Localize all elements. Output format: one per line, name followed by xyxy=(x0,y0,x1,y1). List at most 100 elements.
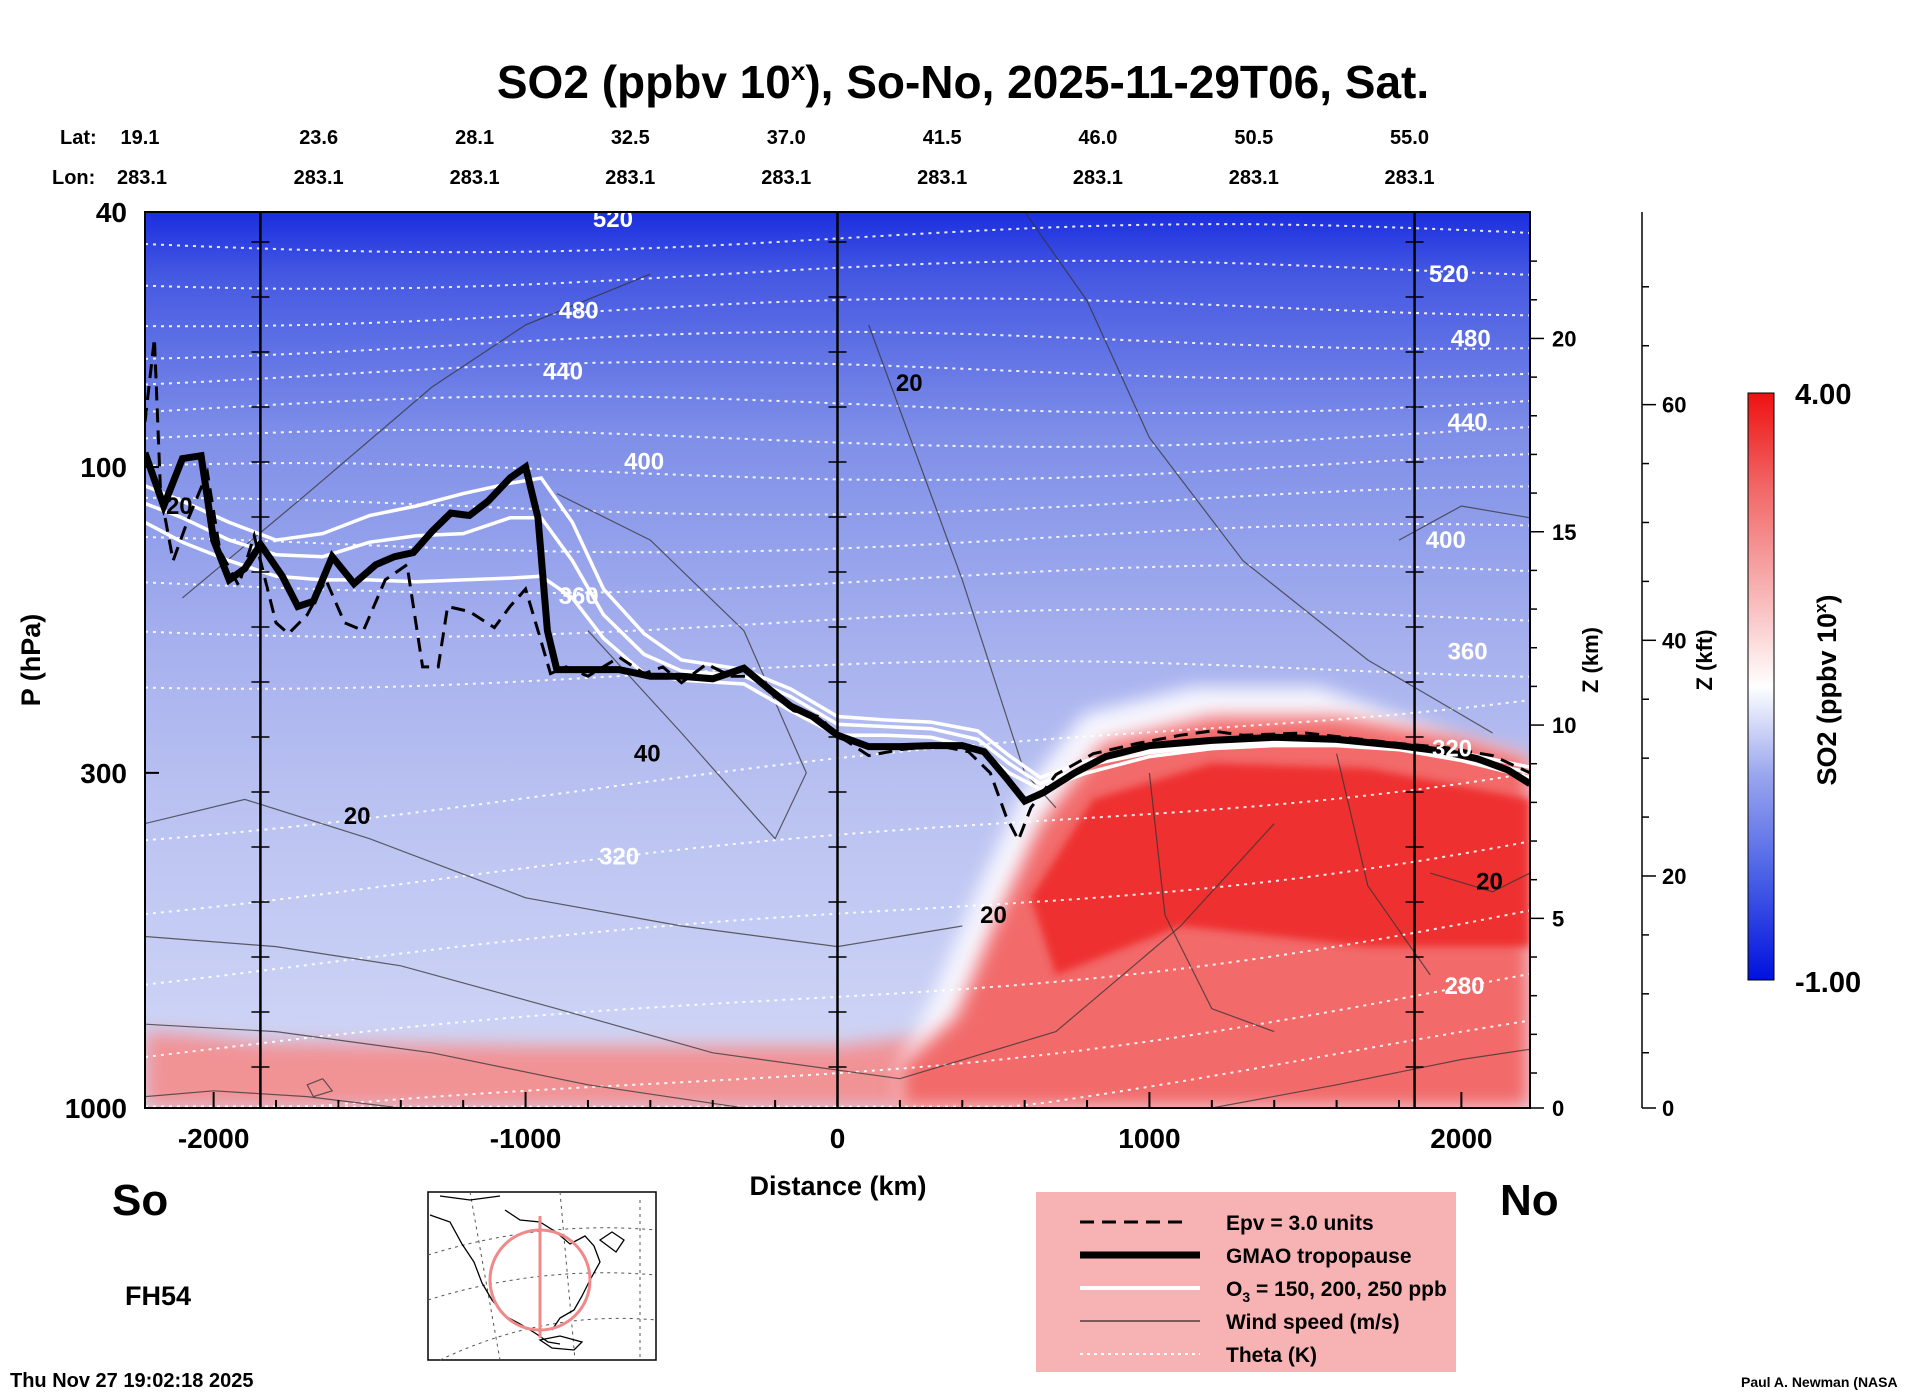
legend-label-epv: Epv = 3.0 units xyxy=(1226,1212,1374,1235)
wind-contour-line xyxy=(1024,212,1493,734)
legend-label-ozone: O3 = 150, 200, 250 ppb xyxy=(1226,1278,1447,1305)
legend-label-theta: Theta (K) xyxy=(1226,1344,1317,1367)
x-tick-label: 0 xyxy=(830,1123,846,1154)
wind-contour-line xyxy=(182,273,651,599)
theta-contour-line xyxy=(145,297,1530,328)
theta-label: 480 xyxy=(1451,325,1491,352)
wind-contour-line xyxy=(145,823,1275,1080)
z-km-tick-label: 10 xyxy=(1552,713,1576,738)
theta-label: 360 xyxy=(559,583,599,610)
lat-value: 37.0 xyxy=(767,127,806,149)
colorbar-min-label: -1.00 xyxy=(1795,967,1861,999)
lon-value: 283.1 xyxy=(1073,167,1123,189)
inset-map xyxy=(427,1191,657,1361)
theta-label: 320 xyxy=(1432,736,1472,763)
lon-value: 283.1 xyxy=(450,167,500,189)
theta-contour-line xyxy=(145,563,1530,595)
wind-label: 20 xyxy=(344,803,371,830)
lat-value: 50.5 xyxy=(1234,127,1273,149)
reference-vertical-lines xyxy=(251,212,1424,1108)
z-km-tick-label: 0 xyxy=(1552,1096,1564,1121)
z-kft-tick-label: 20 xyxy=(1662,864,1686,889)
theta-contour-line xyxy=(145,485,1530,516)
wind-contour-line xyxy=(1398,505,1530,541)
z-kft-axis-label: Z (kft) xyxy=(1692,629,1717,690)
south-label: So xyxy=(112,1176,168,1225)
x-tick-label: 2000 xyxy=(1430,1123,1492,1154)
wind-contour-line xyxy=(145,1023,744,1108)
theta-label: 480 xyxy=(559,298,599,325)
y-tick-label: 100 xyxy=(80,452,127,483)
y-axis: 40 100 300 1000 xyxy=(65,197,159,1124)
theta-label: 400 xyxy=(1426,527,1466,554)
z-km-axis: 0 5 10 15 20 xyxy=(1530,260,1576,1121)
z-kft-tick-label: 0 xyxy=(1662,1096,1674,1121)
tropopause-line xyxy=(145,451,1530,806)
theta-label: 360 xyxy=(1448,639,1488,666)
wind-contour-line xyxy=(1148,772,1275,1033)
theta-contour-line xyxy=(145,426,1530,448)
lon-value: 283.1 xyxy=(761,167,811,189)
wind-contour-line xyxy=(556,493,807,840)
inset-map-graticule xyxy=(427,1191,657,1361)
z-km-tick-label: 5 xyxy=(1552,906,1564,931)
theta-contour-line xyxy=(145,607,1530,639)
lon-value: 283.1 xyxy=(605,167,655,189)
z-kft-tick-label: 40 xyxy=(1662,628,1686,653)
wind-contour-line xyxy=(1430,872,1530,893)
theta-contour-line xyxy=(145,259,1530,290)
theta-contour-line xyxy=(145,453,1530,482)
theta-label: 400 xyxy=(624,448,664,475)
lon-value: 283.1 xyxy=(294,167,344,189)
lat-value: 28.1 xyxy=(455,127,494,149)
theta-label: 320 xyxy=(599,843,639,870)
wind-contour-line xyxy=(1211,1048,1530,1108)
theta-label: 440 xyxy=(543,359,583,386)
wind-contour-line xyxy=(1336,753,1431,976)
so2-plume-core xyxy=(1030,763,1530,975)
z-kft-tick-label: 60 xyxy=(1662,393,1686,418)
north-label: No xyxy=(1500,1176,1559,1225)
wind-label: 20 xyxy=(896,370,923,397)
inset-map-frame xyxy=(427,1191,657,1361)
legend: Epv = 3.0 units GMAO tropopause O3 = 150… xyxy=(1036,1192,1456,1372)
theta-contour-line xyxy=(145,395,1530,415)
lat-value: 55.0 xyxy=(1390,127,1429,149)
wind-label: 20 xyxy=(980,902,1007,929)
y-tick-label: 40 xyxy=(96,197,127,228)
theta-label: 520 xyxy=(593,206,633,233)
theta-contour-line xyxy=(145,223,1530,254)
z-km-tick-label: 15 xyxy=(1552,520,1576,545)
x-axis: -2000 -1000 0 1000 2000 xyxy=(178,1092,1493,1154)
x-tick-label: -1000 xyxy=(490,1123,562,1154)
z-kft-axis: 0 20 40 60 xyxy=(1641,212,1686,1121)
wind-label: 40 xyxy=(634,741,661,768)
y-tick-label: 1000 xyxy=(65,1093,127,1124)
legend-label-wind: Wind speed (m/s) xyxy=(1226,1311,1400,1334)
lon-value: 283.1 xyxy=(117,167,167,189)
lat-value: 41.5 xyxy=(923,127,962,149)
theta-contour-line xyxy=(145,659,1530,690)
y-axis-label: P (hPa) xyxy=(16,614,46,707)
colorbar-label: SO2 (ppbv 10x) xyxy=(1811,594,1842,785)
lat-value: 32.5 xyxy=(611,127,650,149)
x-tick-label: -2000 xyxy=(178,1123,250,1154)
theta-label: 520 xyxy=(1429,261,1469,288)
x-axis-label: Distance (km) xyxy=(749,1171,926,1201)
lat-value: 23.6 xyxy=(299,127,338,149)
colorbar-max-label: 4.00 xyxy=(1795,379,1851,411)
theta-label: 280 xyxy=(1444,973,1484,1000)
z-km-tick-label: 20 xyxy=(1552,326,1576,351)
theta-labels: 520 480 440 400 360 320 520 480 440 400 360 320 280 xyxy=(543,206,1491,1000)
lon-value: 283.1 xyxy=(1384,167,1434,189)
wind-contour-line xyxy=(306,1078,334,1098)
y-tick-label: 300 xyxy=(80,758,127,789)
location-header-row: 19.1 283.1 23.6 283.1 28.1 283.1 32.5 283.1 37.0… xyxy=(117,127,1435,189)
theta-contour-line xyxy=(145,909,1530,1058)
timestamp: Thu Nov 27 19:02:18 2025 xyxy=(10,1370,253,1392)
lat-value: 19.1 xyxy=(121,127,160,149)
so2-surface-band xyxy=(145,1031,963,1108)
wind-label: 20 xyxy=(166,493,193,520)
theta-label: 440 xyxy=(1448,409,1488,436)
